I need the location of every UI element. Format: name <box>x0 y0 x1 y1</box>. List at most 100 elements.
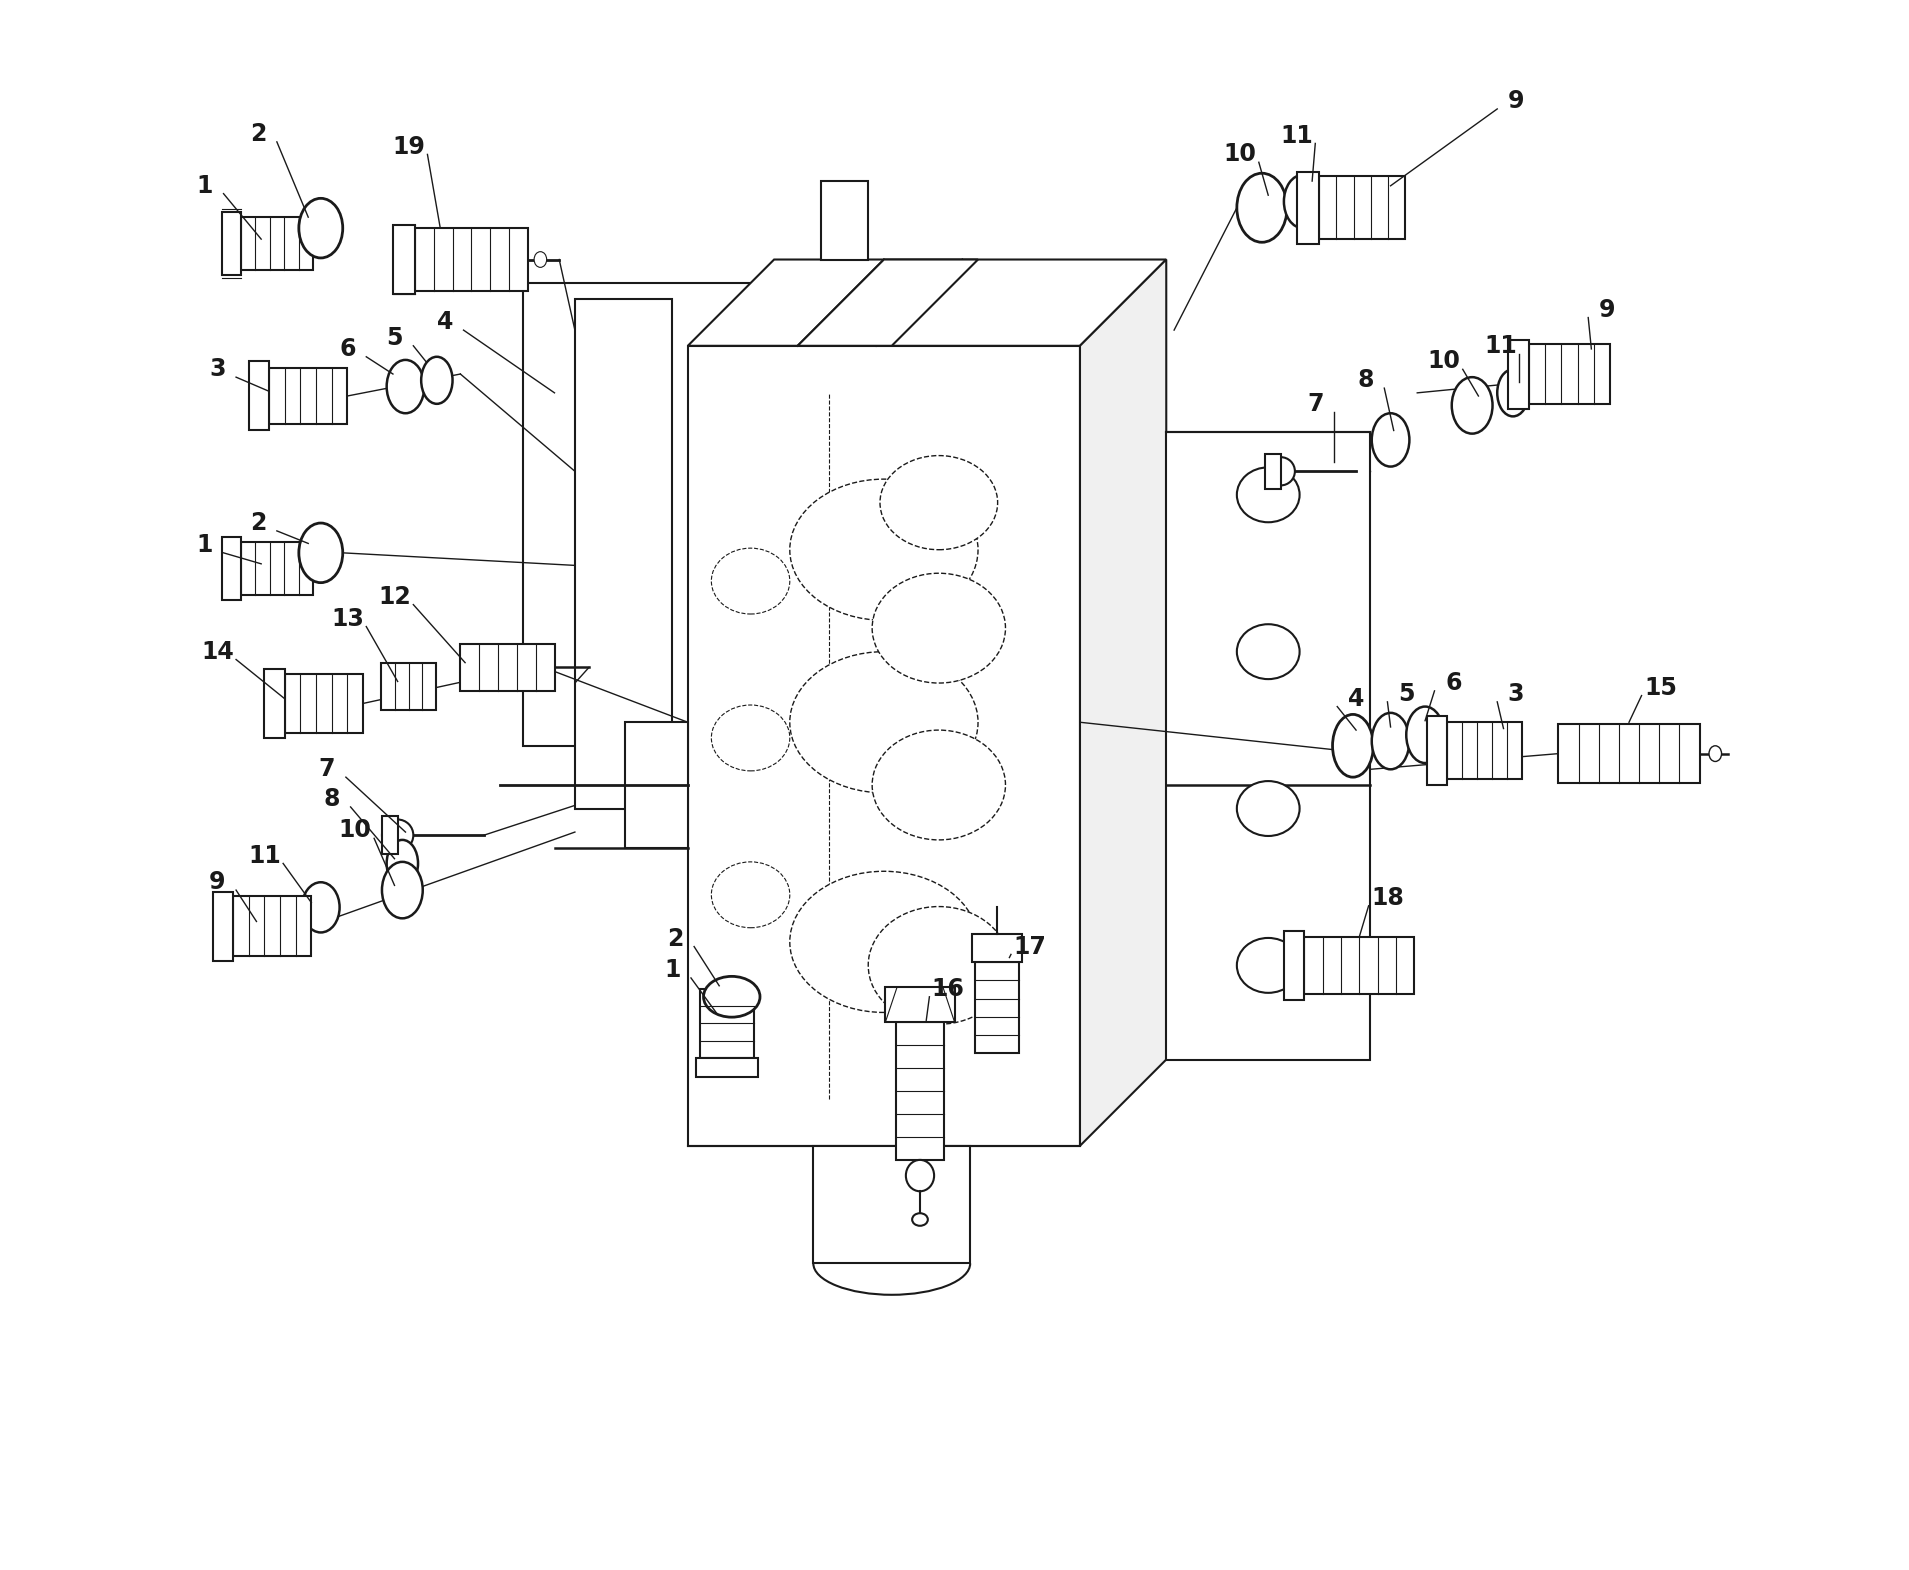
Ellipse shape <box>1285 174 1321 228</box>
Bar <box>414 228 527 290</box>
Bar <box>241 542 313 595</box>
Ellipse shape <box>880 455 998 550</box>
Text: 10: 10 <box>340 818 372 843</box>
Text: 16: 16 <box>932 977 964 1002</box>
Bar <box>241 217 313 270</box>
Ellipse shape <box>422 356 452 403</box>
Bar <box>1304 937 1415 994</box>
Text: 11: 11 <box>1483 334 1518 358</box>
Bar <box>1266 454 1281 488</box>
Ellipse shape <box>1407 706 1443 763</box>
Bar <box>1319 176 1405 239</box>
Bar <box>1285 931 1304 1000</box>
Ellipse shape <box>1497 369 1529 416</box>
Text: 3: 3 <box>208 358 225 382</box>
Ellipse shape <box>302 882 340 933</box>
Bar <box>221 537 241 600</box>
Ellipse shape <box>872 730 1006 840</box>
Text: 7: 7 <box>319 757 336 782</box>
Text: 5: 5 <box>1397 681 1415 706</box>
Text: 2: 2 <box>666 926 683 951</box>
Text: 9: 9 <box>1508 89 1523 113</box>
Polygon shape <box>813 1146 970 1264</box>
Bar <box>1298 171 1319 243</box>
Bar <box>382 816 397 854</box>
Bar <box>1529 344 1609 403</box>
Ellipse shape <box>382 862 422 918</box>
Text: 11: 11 <box>1281 124 1313 148</box>
Text: 9: 9 <box>1600 298 1615 322</box>
Polygon shape <box>624 722 687 848</box>
Ellipse shape <box>872 573 1006 683</box>
Text: 11: 11 <box>248 843 281 868</box>
Text: 3: 3 <box>1508 681 1523 706</box>
Ellipse shape <box>790 479 977 620</box>
Ellipse shape <box>907 1160 934 1192</box>
Bar <box>263 669 284 738</box>
Text: 10: 10 <box>1224 143 1256 166</box>
Text: 7: 7 <box>1308 392 1323 416</box>
Ellipse shape <box>704 977 760 1017</box>
Bar <box>886 988 954 1022</box>
Ellipse shape <box>712 705 790 771</box>
Ellipse shape <box>712 862 790 928</box>
Bar <box>382 663 435 710</box>
Text: 10: 10 <box>1428 350 1460 374</box>
Ellipse shape <box>300 198 344 257</box>
Bar <box>687 345 1080 1146</box>
Bar <box>695 1058 758 1077</box>
Ellipse shape <box>1237 625 1300 680</box>
Text: 18: 18 <box>1371 885 1403 911</box>
Bar <box>233 896 311 956</box>
Ellipse shape <box>712 548 790 614</box>
Text: 5: 5 <box>386 327 403 350</box>
Ellipse shape <box>388 840 418 887</box>
Bar <box>701 989 754 1058</box>
Text: 2: 2 <box>250 512 265 535</box>
Text: 17: 17 <box>1014 934 1046 959</box>
Text: 8: 8 <box>1357 369 1374 392</box>
Text: 1: 1 <box>197 174 214 198</box>
Bar <box>212 892 233 961</box>
Text: 1: 1 <box>197 532 214 557</box>
Text: 8: 8 <box>323 787 340 812</box>
Ellipse shape <box>535 251 546 267</box>
Ellipse shape <box>1332 714 1373 777</box>
Ellipse shape <box>1451 377 1493 433</box>
Bar <box>1426 716 1447 785</box>
Bar <box>975 962 1019 1053</box>
Bar <box>221 212 241 275</box>
Text: 4: 4 <box>1348 686 1365 711</box>
Bar <box>1508 339 1529 408</box>
Ellipse shape <box>1373 413 1409 466</box>
Ellipse shape <box>1237 937 1300 992</box>
Text: 6: 6 <box>1445 670 1462 696</box>
Bar <box>248 361 269 430</box>
Text: 4: 4 <box>437 311 452 334</box>
Ellipse shape <box>382 820 414 851</box>
Ellipse shape <box>1373 713 1409 769</box>
Ellipse shape <box>1268 457 1294 485</box>
Bar <box>1447 722 1521 779</box>
Text: 15: 15 <box>1644 675 1676 700</box>
Polygon shape <box>687 259 1166 345</box>
Ellipse shape <box>1237 782 1300 835</box>
Bar <box>269 367 347 424</box>
Text: 1: 1 <box>664 958 680 983</box>
Polygon shape <box>523 283 1002 746</box>
Text: 2: 2 <box>250 122 265 146</box>
Text: 13: 13 <box>330 606 365 631</box>
Bar <box>284 674 363 733</box>
Ellipse shape <box>388 360 424 413</box>
Polygon shape <box>798 259 977 345</box>
Bar <box>393 225 414 294</box>
Bar <box>821 181 869 259</box>
Ellipse shape <box>913 1214 928 1226</box>
Bar <box>1558 724 1699 783</box>
Text: 6: 6 <box>340 338 355 361</box>
Ellipse shape <box>1237 468 1300 523</box>
Bar <box>897 1022 943 1160</box>
Ellipse shape <box>790 652 977 793</box>
Bar <box>460 644 554 691</box>
Polygon shape <box>575 298 672 809</box>
